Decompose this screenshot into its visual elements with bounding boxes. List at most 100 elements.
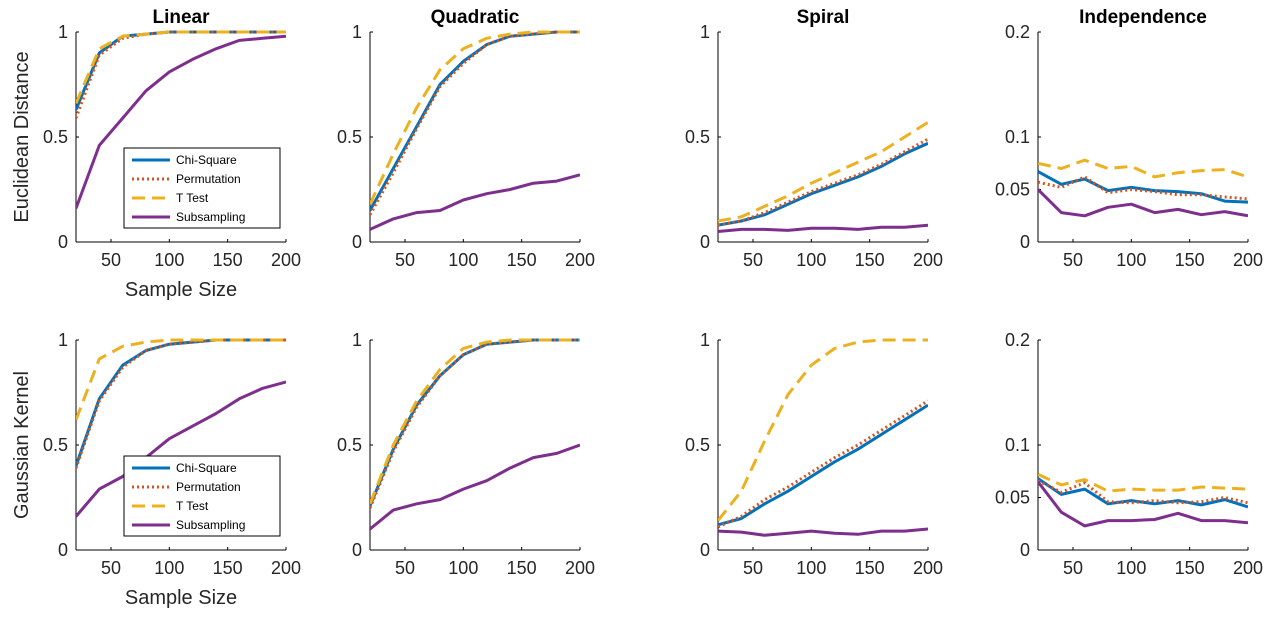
y-tick-label: 0.5 [43, 127, 68, 147]
x-tick-label: 200 [1233, 558, 1263, 578]
y-tick-label: 0.1 [1005, 435, 1030, 455]
x-tick-label: 100 [448, 558, 478, 578]
x-tick-label: 200 [1233, 250, 1263, 270]
panel-title: Quadratic [431, 7, 520, 28]
series-line-t-test [1038, 158, 1248, 179]
series-line-permutation [370, 338, 580, 509]
series-line-subsampling [1038, 188, 1248, 218]
series-line-t-test [76, 30, 286, 104]
x-tick-label: 100 [448, 250, 478, 270]
series-line-permutation [76, 338, 286, 469]
legend-label: T Test [176, 191, 209, 205]
x-tick-label: 150 [507, 250, 537, 270]
series-line-t-test [370, 338, 580, 505]
y-tick-label: 0.05 [995, 180, 1030, 200]
series-line-permutation [718, 137, 928, 227]
legend-label: Chi-Square [176, 461, 237, 475]
x-tick-label: 100 [1116, 250, 1146, 270]
series-line-permutation [370, 30, 580, 216]
x-tick-label: 200 [565, 250, 595, 270]
series-line-permutation [76, 30, 286, 119]
series-line-t-test [718, 121, 928, 223]
y-tick-label: 0 [700, 232, 710, 252]
x-tick-label: 50 [101, 250, 121, 270]
x-tick-label: 50 [395, 250, 415, 270]
series-line-t-test [718, 338, 928, 522]
legend-label: Subsampling [176, 518, 245, 532]
legend-label: Permutation [176, 480, 241, 494]
x-tick-label: 100 [796, 558, 826, 578]
series-line-permutation [718, 399, 928, 529]
series-line-subsampling [1038, 480, 1248, 528]
legend-label: Chi-Square [176, 153, 237, 167]
series-line-permutation [1038, 175, 1248, 201]
y-tick-label: 0 [58, 540, 68, 560]
x-tick-label: 150 [213, 250, 243, 270]
legend: Chi-Square Permutation T Test Subsampling [123, 455, 281, 537]
x-tick-label: 200 [913, 250, 943, 270]
x-axis-title: Sample Size [125, 279, 237, 301]
x-tick-label: 150 [855, 558, 885, 578]
y-tick-label: 0 [700, 540, 710, 560]
x-tick-label: 50 [101, 558, 121, 578]
series-line-t-test [370, 30, 580, 205]
y-tick-label: 0.05 [995, 488, 1030, 508]
series-line-t-test [76, 338, 286, 421]
y-tick-label: 1 [352, 22, 362, 42]
y-tick-label: 1 [352, 330, 362, 350]
y-axis-title: Euclidean Distance [11, 51, 33, 222]
x-tick-label: 100 [796, 250, 826, 270]
series-line-subsampling [76, 380, 286, 518]
panel-gaussian-independence: 0 0.05 0.1 0.2 50 100 150 200 [995, 330, 1263, 578]
y-tick-label: 1 [700, 22, 710, 42]
x-tick-label: 200 [565, 558, 595, 578]
y-tick-label: 0 [352, 540, 362, 560]
y-tick-label: 0.5 [337, 435, 362, 455]
y-tick-label: 1 [58, 330, 68, 350]
y-tick-label: 0.5 [43, 435, 68, 455]
x-tick-label: 150 [1175, 250, 1205, 270]
y-tick-label: 0.5 [685, 127, 710, 147]
y-tick-label: 0.2 [1005, 330, 1030, 350]
x-tick-label: 50 [743, 558, 763, 578]
x-tick-label: 200 [913, 558, 943, 578]
y-tick-label: 0.1 [1005, 127, 1030, 147]
x-tick-label: 150 [1175, 558, 1205, 578]
series-line-chi-square [718, 403, 928, 527]
series-line-chi-square [76, 338, 286, 467]
series-line-subsampling [370, 173, 580, 231]
series-line-chi-square [370, 338, 580, 507]
y-tick-label: 0 [58, 232, 68, 252]
y-tick-label: 1 [700, 330, 710, 350]
series-line-subsampling [718, 223, 928, 233]
x-tick-label: 50 [395, 558, 415, 578]
y-tick-label: 1 [58, 22, 68, 42]
x-tick-label: 100 [154, 250, 184, 270]
y-tick-label: 0.5 [685, 435, 710, 455]
y-tick-label: 0 [1020, 540, 1030, 560]
panel-title: Spiral [797, 7, 850, 28]
x-tick-label: 50 [1063, 250, 1083, 270]
x-tick-label: 100 [1116, 558, 1146, 578]
x-tick-label: 200 [271, 250, 301, 270]
y-tick-label: 0.5 [337, 127, 362, 147]
y-axis-title: Gaussian Kernel [11, 371, 33, 519]
panel-title: Independence [1079, 7, 1207, 28]
y-tick-label: 0 [1020, 232, 1030, 252]
legend-label: Subsampling [176, 210, 245, 224]
x-tick-label: 50 [743, 250, 763, 270]
series-line-t-test [1038, 473, 1248, 493]
x-tick-label: 50 [1063, 558, 1083, 578]
x-tick-label: 200 [271, 558, 301, 578]
legend-label: T Test [176, 499, 209, 513]
panel-title: Linear [152, 7, 210, 28]
legend: Chi-Square Permutation T Test Subsampling [123, 147, 281, 229]
series-line-permutation [1038, 479, 1248, 505]
x-tick-label: 150 [507, 558, 537, 578]
